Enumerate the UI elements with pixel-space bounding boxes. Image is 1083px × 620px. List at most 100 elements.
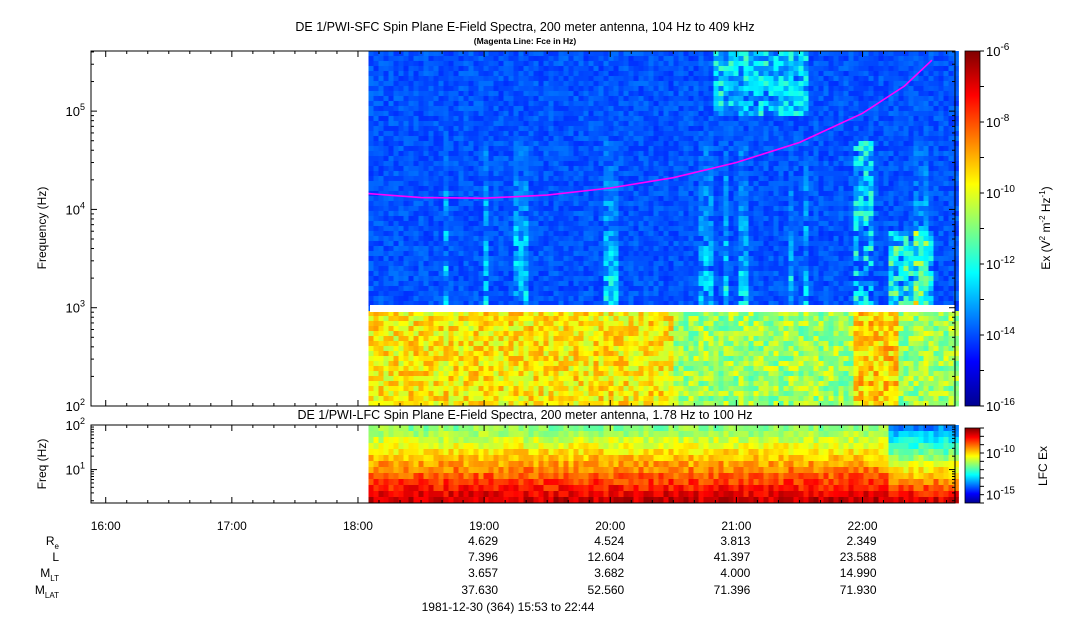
sfc-cell	[613, 276, 619, 282]
sfc-cell	[618, 166, 624, 172]
sfc-cell	[648, 101, 654, 107]
sfc-cell	[638, 311, 644, 317]
sfc-cell	[558, 221, 564, 227]
sfc-cell	[453, 296, 459, 302]
sfc-cell	[683, 141, 689, 147]
sfc-cell	[483, 181, 489, 187]
sfc-cell	[498, 381, 504, 387]
sfc-cell	[408, 191, 414, 197]
sfc-cell	[688, 136, 694, 142]
sfc-cell	[698, 51, 704, 57]
sfc-cell	[473, 201, 479, 207]
sfc-cell	[713, 341, 719, 347]
sfc-cell	[683, 386, 689, 392]
sfc-cell	[563, 66, 569, 72]
sfc-cell	[638, 266, 644, 272]
sfc-cell	[513, 216, 519, 222]
sfc-cell	[508, 321, 514, 327]
sfc-cell	[618, 141, 624, 147]
sfc-cell	[418, 176, 424, 182]
sfc-cell	[498, 196, 504, 202]
sfc-cell	[398, 131, 404, 137]
sfc-cell	[438, 246, 444, 252]
sfc-cell	[483, 231, 489, 237]
sfc-cell	[613, 176, 619, 182]
sfc-cell	[613, 236, 619, 242]
sfc-cell	[623, 351, 629, 357]
sfc-cell	[373, 386, 379, 392]
sfc-cell	[593, 311, 599, 317]
sfc-cell	[478, 186, 484, 192]
sfc-cell	[648, 71, 654, 77]
sfc-cell	[388, 226, 394, 232]
sfc-cell	[383, 386, 389, 392]
sfc-cell	[638, 401, 644, 407]
sfc-cell	[483, 351, 489, 357]
sfc-cell	[508, 146, 514, 152]
sfc-cell	[618, 361, 624, 367]
sfc-cell	[563, 81, 569, 87]
sfc-cell	[643, 236, 649, 242]
sfc-cell	[408, 271, 414, 277]
sfc-cell	[408, 391, 414, 397]
sfc-cell	[463, 96, 469, 102]
sfc-cell	[708, 241, 714, 247]
sfc-cell	[413, 106, 419, 112]
sfc-cell	[373, 126, 379, 132]
sfc-cell	[543, 201, 549, 207]
sfc-cell	[518, 146, 524, 152]
sfc-cell	[503, 111, 509, 117]
sfc-cell	[713, 246, 719, 252]
sfc-cell	[588, 171, 594, 177]
sfc-cell	[608, 401, 614, 407]
sfc-cell	[548, 236, 554, 242]
sfc-cell	[643, 356, 649, 362]
sfc-cell	[663, 91, 669, 97]
sfc-cell	[523, 351, 529, 357]
sfc-cell	[508, 271, 514, 277]
sfc-cell	[498, 251, 504, 257]
sfc-cell	[528, 206, 534, 212]
sfc-cell	[488, 291, 494, 297]
sfc-cell	[628, 331, 634, 337]
sfc-cell	[613, 126, 619, 132]
sfc-cell	[553, 356, 559, 362]
sfc-cell	[673, 181, 679, 187]
sfc-cell	[443, 136, 449, 142]
sfc-cell	[548, 126, 554, 132]
sfc-cell	[713, 151, 719, 157]
sfc-cell	[598, 161, 604, 167]
sfc-cell	[638, 106, 644, 112]
sfc-cell	[673, 361, 679, 367]
sfc-cell	[673, 196, 679, 202]
sfc-cell	[693, 81, 699, 87]
sfc-cell	[528, 256, 534, 262]
sfc-cell	[413, 226, 419, 232]
sfc-cell	[428, 121, 434, 127]
sfc-cell	[713, 131, 719, 137]
sfc-cell	[618, 201, 624, 207]
sfc-cell	[438, 111, 444, 117]
sfc-cell	[548, 66, 554, 72]
sfc-cell	[383, 196, 389, 202]
sfc-cell	[593, 301, 599, 307]
sfc-cell	[638, 191, 644, 197]
sfc-cell	[388, 316, 394, 322]
sfc-cell	[378, 221, 384, 227]
sfc-cell	[498, 91, 504, 97]
sfc-cell	[688, 401, 694, 407]
sfc-cell	[583, 136, 589, 142]
sfc-cell	[458, 156, 464, 162]
sfc-cell	[563, 276, 569, 282]
sfc-cell	[448, 301, 454, 307]
sfc-cell	[578, 326, 584, 332]
sfc-cell	[373, 76, 379, 82]
sfc-cell	[673, 201, 679, 207]
sfc-cell	[638, 121, 644, 127]
sfc-cell	[383, 146, 389, 152]
sfc-cell	[588, 241, 594, 247]
sfc-cell	[503, 56, 509, 62]
sfc-cell	[563, 316, 569, 322]
sfc-cell	[623, 151, 629, 157]
sfc-cell	[713, 391, 719, 397]
